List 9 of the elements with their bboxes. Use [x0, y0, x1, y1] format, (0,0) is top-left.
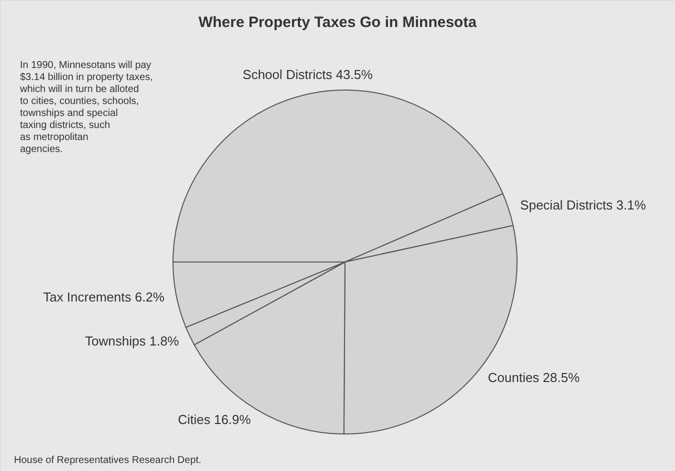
slice-label: Tax Increments 6.2%	[43, 290, 165, 305]
slice-label: Special Districts 3.1%	[520, 198, 646, 213]
text: In 1990, Minnesotans will pay $3.14 billion in property taxes, which will in turn be alloted to cities, counties, schools, townships and special taxing districts, such as metropolitan agencies.	[19, 60, 153, 155]
slice-label: Townships 1.8%	[85, 333, 180, 348]
slice-label: Counties 28.5%	[488, 370, 580, 385]
slice-label: Cities 16.9%	[178, 412, 252, 428]
slice-label: School Districts 43.5%	[242, 66, 374, 82]
text: House of Representatives Research Dept.	[14, 455, 202, 466]
chart-title: Where Property Taxes Go in Minnesota	[198, 14, 478, 31]
